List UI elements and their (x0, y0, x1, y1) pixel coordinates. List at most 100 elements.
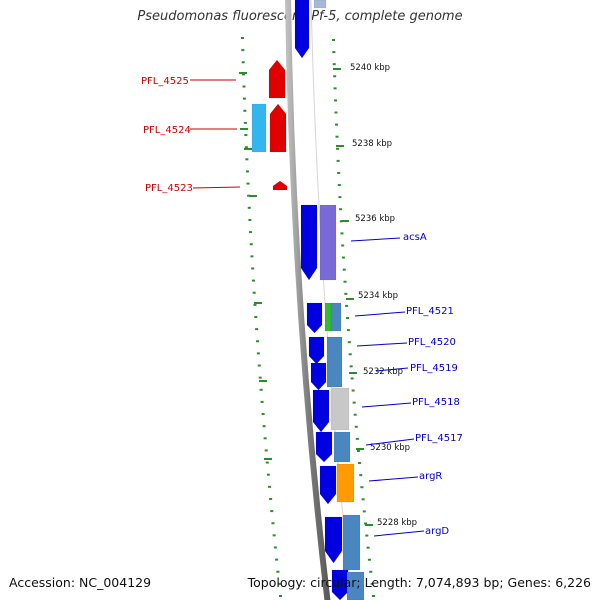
outer-tick-dot (337, 171, 341, 174)
inner-tick-dot (260, 400, 264, 403)
inner-tick-dot (262, 425, 266, 428)
scale-labels: 5240 kbp 5238 kbp 5236 kbp 5234 kbp 5232 kbp… (350, 63, 417, 528)
inner-tick-dot (270, 510, 274, 513)
forward-gene-arrow (308, 336, 325, 365)
inner-tick-dot (246, 182, 250, 185)
outer-tick-dot (341, 244, 345, 247)
cog-box (326, 336, 343, 388)
outer-tick-dot (354, 425, 358, 428)
inner-major-tick (254, 302, 262, 304)
outer-major-tick (349, 372, 357, 374)
outer-tick-dot (366, 546, 370, 549)
inner-tick-dot (245, 158, 249, 161)
reverse-gene-arrow (268, 59, 286, 99)
outer-tick-dot (344, 292, 348, 295)
inner-tick-dot (271, 522, 275, 525)
inner-tick-dot (258, 376, 262, 379)
forward-gene-arrow (294, 0, 310, 59)
outer-tick-dot (332, 39, 335, 41)
outer-tick-dot (360, 486, 364, 489)
outer-tick-dot (353, 413, 357, 416)
reverse-gene-label: PFL_4523 (145, 183, 193, 194)
outer-tick-dot (350, 377, 354, 380)
outer-major-tick (333, 68, 341, 70)
reverse-gene-arrow (269, 103, 287, 153)
cog-box (346, 571, 365, 600)
scale-label: 5238 kbp (352, 139, 392, 149)
inner-tick-dot (244, 146, 248, 149)
outer-tick-dot (336, 147, 340, 150)
outer-tick-dot (358, 462, 362, 465)
forward-gene-arrow (315, 431, 333, 463)
outer-tick-dot (341, 256, 345, 259)
outer-tick-dot (337, 184, 341, 187)
inner-major-tick (259, 380, 267, 382)
outer-tick-dot (334, 99, 338, 102)
outer-tick-dot (348, 353, 352, 356)
forward-label-leader (350, 237, 401, 242)
inner-tick-dot (242, 85, 246, 88)
outer-tick-dot (356, 449, 360, 452)
inner-tick-dot (279, 595, 282, 597)
forward-gene-label: argR (419, 471, 442, 482)
inner-tick-dot (265, 461, 269, 464)
inner-tick-dot (241, 61, 245, 64)
reverse-gene-arrow (272, 180, 288, 191)
cog-box (324, 302, 332, 332)
reverse-gene-label: PFL_4524 (143, 125, 191, 136)
forward-gene-arrow (319, 465, 337, 505)
inner-tick-dot (253, 303, 257, 306)
outer-tick-dot (346, 317, 349, 319)
inner-tick-dot (251, 279, 255, 282)
outer-tick-dot (361, 498, 365, 501)
forward-gene-arrow (300, 204, 318, 281)
inner-tick-dot (245, 170, 249, 173)
inner-tick-dot (242, 97, 246, 100)
forward-label-leader (365, 438, 415, 446)
inner-major-tick (249, 195, 257, 197)
inner-tick-dot (275, 558, 279, 561)
outer-major-tick (365, 524, 373, 526)
forward-gene-label: PFL_4520 (408, 337, 456, 348)
reverse-label-leader (192, 186, 241, 189)
outer-major-tick (356, 448, 364, 450)
gene-features (268, 0, 349, 600)
forward-gene-arrow (324, 516, 343, 564)
forward-label-leader (356, 342, 408, 347)
outer-tick-dot (335, 135, 339, 138)
inner-tick-dot (261, 413, 265, 416)
forward-gene-label: PFL_4521 (406, 306, 454, 317)
tick-dots (239, 37, 375, 597)
outer-tick-dot (367, 558, 371, 561)
outer-tick-dot (340, 232, 344, 235)
cog-box (336, 463, 355, 503)
gene-labels: PFL_4525 PFL_4524 PFL_4523 acsA PFL_4521 PFL_… (141, 76, 463, 537)
outer-tick-dot (332, 63, 336, 66)
genome-summary-text: Topology: circular; Length: 7,074,893 bp… (247, 575, 591, 590)
forward-label-leader (373, 530, 425, 537)
cog-box (330, 387, 350, 431)
inner-tick-dot (251, 267, 255, 270)
inner-tick-dot (244, 134, 248, 137)
inner-tick-dot (263, 437, 267, 440)
outer-tick-dot (372, 595, 375, 597)
inner-tick-dot (273, 546, 277, 549)
cog-features (251, 0, 365, 600)
inner-tick-dot (241, 37, 244, 39)
outer-tick-dot (339, 208, 343, 211)
scale-label: 5240 kbp (350, 63, 390, 73)
forward-gene-arrow (306, 302, 323, 334)
outer-tick-dot (364, 522, 368, 525)
outer-tick-dot (355, 437, 359, 440)
forward-gene-label: PFL_4518 (412, 397, 460, 408)
inner-tick-dot (269, 497, 273, 500)
forward-gene-label: PFL_4517 (415, 433, 463, 444)
backbone-arc (285, 0, 331, 600)
outer-major-tick (336, 145, 344, 147)
scale-label: 5234 kbp (358, 291, 398, 301)
outer-tick-dot (338, 196, 342, 199)
outer-tick-dot (333, 75, 337, 78)
outer-tick-dot (345, 304, 349, 307)
inner-tick-dot (272, 534, 276, 537)
scale-label: 5230 kbp (370, 443, 410, 453)
